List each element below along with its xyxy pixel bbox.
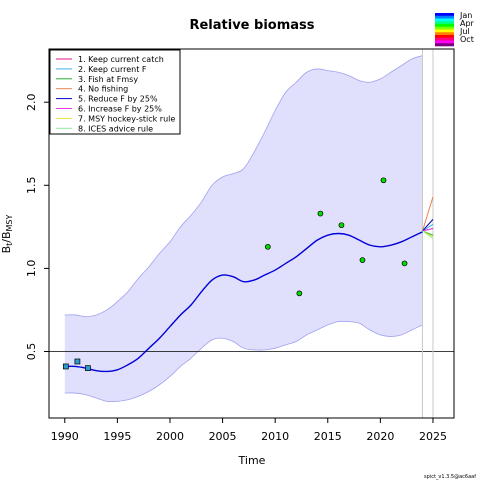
observation-point [380,177,387,184]
legend-label: 1. Keep current catch [78,55,164,64]
x-axis: 1990 1995 2000 2005 2010 2015 2020 2025 [51,418,447,443]
x-tick-label: 1995 [103,430,131,443]
forecast-line [422,219,434,232]
month-swatches [435,13,454,47]
y-label-sub-t: t [5,243,14,246]
forecast-line [422,223,434,232]
y-label-sub-msy: MSY [5,214,14,231]
legend-label: 5. Reduce F by 25% [78,95,158,104]
observation-point [74,358,81,365]
forecast-line [422,228,434,232]
month-swatch [435,26,454,30]
x-tick-label: 2000 [156,430,184,443]
x-axis-label: Time [238,454,266,467]
observation-point [62,363,69,370]
footer-version: spict_v1.3.5@ac6aaf [424,474,476,480]
month-swatch [435,35,454,39]
month-swatch [435,24,454,28]
month-swatch [435,40,454,44]
x-tick-label: 2005 [209,430,237,443]
x-tick-label: 2025 [419,430,447,443]
month-swatch [435,43,454,47]
x-tick-label: 2015 [314,430,342,443]
legend-label: 3. Fish at Fmsy [78,75,138,84]
legend-box [49,49,181,135]
legend-label: 6. Increase F by 25% [78,105,162,114]
observation-point [338,222,345,229]
month-swatch [435,21,454,25]
y-label-b: B [0,246,13,254]
month-swatch [435,32,454,36]
plot-frame [48,48,455,419]
y-tick-label: 1.5 [25,177,38,195]
month-label-oct: Oct [460,35,474,44]
observation-point [264,243,271,250]
observation-point [401,260,408,267]
y-axis-label: Bt/BMSY [0,214,14,253]
legend-label: 4. No fishing [78,85,128,94]
x-tick-label: 2010 [261,430,289,443]
plot-area [49,49,454,418]
legend-label: 2. Keep current F [78,65,147,74]
month-swatch [435,13,454,17]
confidence-band [64,55,423,402]
chart-title: Relative biomass [189,18,314,33]
observation-point [296,290,303,297]
biomass-estimate-line [64,231,423,373]
forecast-line [422,230,434,239]
month-swatch [435,15,454,19]
forecast-line [421,196,434,232]
y-label-mid: /B [0,231,13,242]
observation-point [317,210,324,217]
month-label-jul: Jul [459,27,470,36]
month-swatch [435,37,454,41]
legend-label: 8. ICES advice rule [78,124,153,133]
x-tick-label: 1990 [51,430,79,443]
ci-lower-line [64,320,423,403]
x-tick-label: 2020 [366,430,394,443]
y-tick-label: 0.5 [25,343,38,361]
month-label-apr: Apr [460,19,475,28]
month-color-legend: Jan Apr Jul Oct [435,11,475,47]
y-axis: 0.5 1.0 1.5 2.0 [25,93,49,360]
month-label-jan: Jan [459,11,472,20]
ci-upper-line [64,55,423,318]
legend-label: 7. MSY hockey-stick rule [78,114,175,123]
observation-point [359,257,366,263]
observation-point [85,365,91,371]
month-swatch [435,18,454,22]
y-tick-label: 1.0 [25,260,38,278]
month-swatch [435,29,454,33]
y-tick-label: 2.0 [25,93,38,111]
